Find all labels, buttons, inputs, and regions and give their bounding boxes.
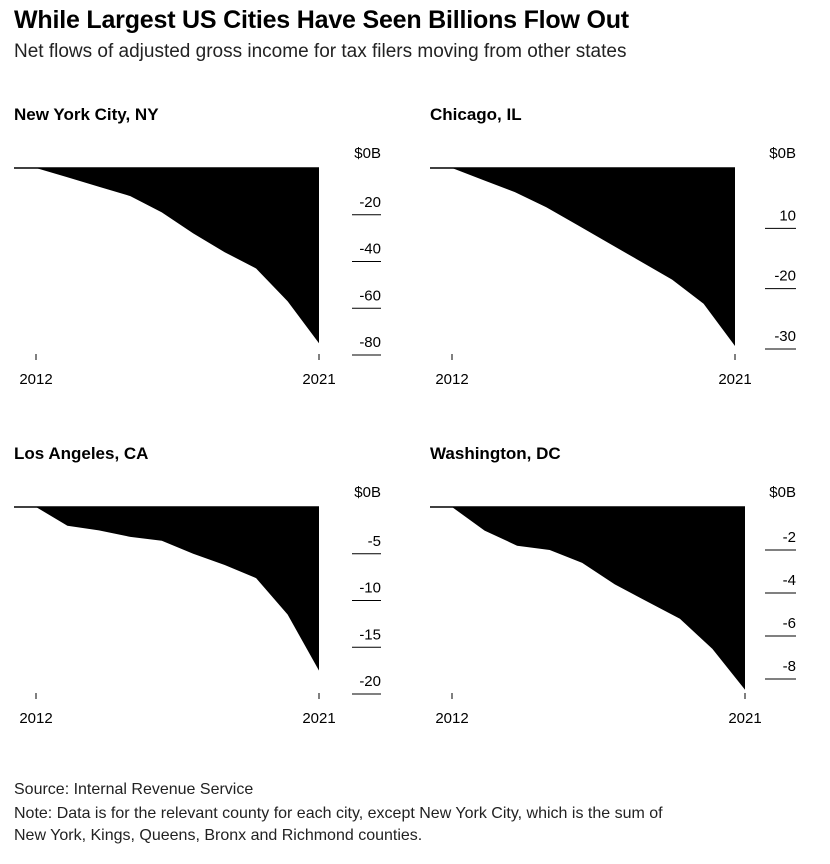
panel-title-chicago: Chicago, IL bbox=[430, 105, 522, 124]
panel-title-la: Los Angeles, CA bbox=[14, 444, 149, 463]
y-tick-label-chicago-0: $0B bbox=[769, 145, 796, 162]
y-tick-label-dc-0: $0B bbox=[769, 484, 796, 501]
y-tick-label-dc-1: -2 bbox=[783, 529, 796, 546]
y-tick-label-nyc-2: -40 bbox=[359, 241, 381, 258]
y-tick-label-dc-2: -4 bbox=[783, 572, 796, 589]
x-tick-label-chicago-0: 2012 bbox=[435, 371, 468, 388]
y-tick-label-chicago-1: 10 bbox=[779, 207, 796, 224]
chart-title: While Largest US Cities Have Seen Billio… bbox=[14, 6, 629, 34]
y-tick-label-la-0: $0B bbox=[354, 484, 381, 501]
y-tick-label-chicago-2: -20 bbox=[774, 268, 796, 285]
x-tick-label-la-1: 2021 bbox=[302, 710, 335, 727]
y-tick-label-la-4: -20 bbox=[359, 673, 381, 690]
y-tick-label-nyc-1: -20 bbox=[359, 194, 381, 211]
x-tick-label-dc-1: 2021 bbox=[728, 710, 761, 727]
area-series-nyc bbox=[14, 168, 319, 344]
area-series-chicago bbox=[430, 168, 735, 346]
area-series-la bbox=[14, 507, 319, 671]
y-tick-label-nyc-0: $0B bbox=[354, 145, 381, 162]
source-note: Source: Internal Revenue Service bbox=[14, 781, 254, 798]
chart-subtitle: Net flows of adjusted gross income for t… bbox=[14, 41, 627, 62]
y-tick-label-la-3: -15 bbox=[359, 626, 381, 643]
x-tick-label-dc-0: 2012 bbox=[435, 710, 468, 727]
y-tick-label-nyc-3: -60 bbox=[359, 287, 381, 304]
y-tick-label-dc-4: -8 bbox=[783, 658, 796, 675]
area-series-dc bbox=[430, 507, 745, 690]
x-tick-label-chicago-1: 2021 bbox=[718, 371, 751, 388]
y-tick-label-dc-3: -6 bbox=[783, 615, 796, 632]
data-note-line-2: New York, Kings, Queens, Bronx and Richm… bbox=[14, 827, 423, 844]
data-note-line-1: Note: Data is for the relevant county fo… bbox=[14, 805, 663, 822]
x-tick-label-nyc-0: 2012 bbox=[19, 371, 52, 388]
y-tick-label-la-2: -10 bbox=[359, 580, 381, 597]
panel-title-nyc: New York City, NY bbox=[14, 105, 159, 124]
y-tick-label-la-1: -5 bbox=[368, 533, 381, 550]
panel-title-dc: Washington, DC bbox=[430, 444, 561, 463]
y-tick-label-nyc-4: -80 bbox=[359, 334, 381, 351]
x-tick-label-la-0: 2012 bbox=[19, 710, 52, 727]
y-tick-label-chicago-3: -30 bbox=[774, 328, 796, 345]
x-tick-label-nyc-1: 2021 bbox=[302, 371, 335, 388]
